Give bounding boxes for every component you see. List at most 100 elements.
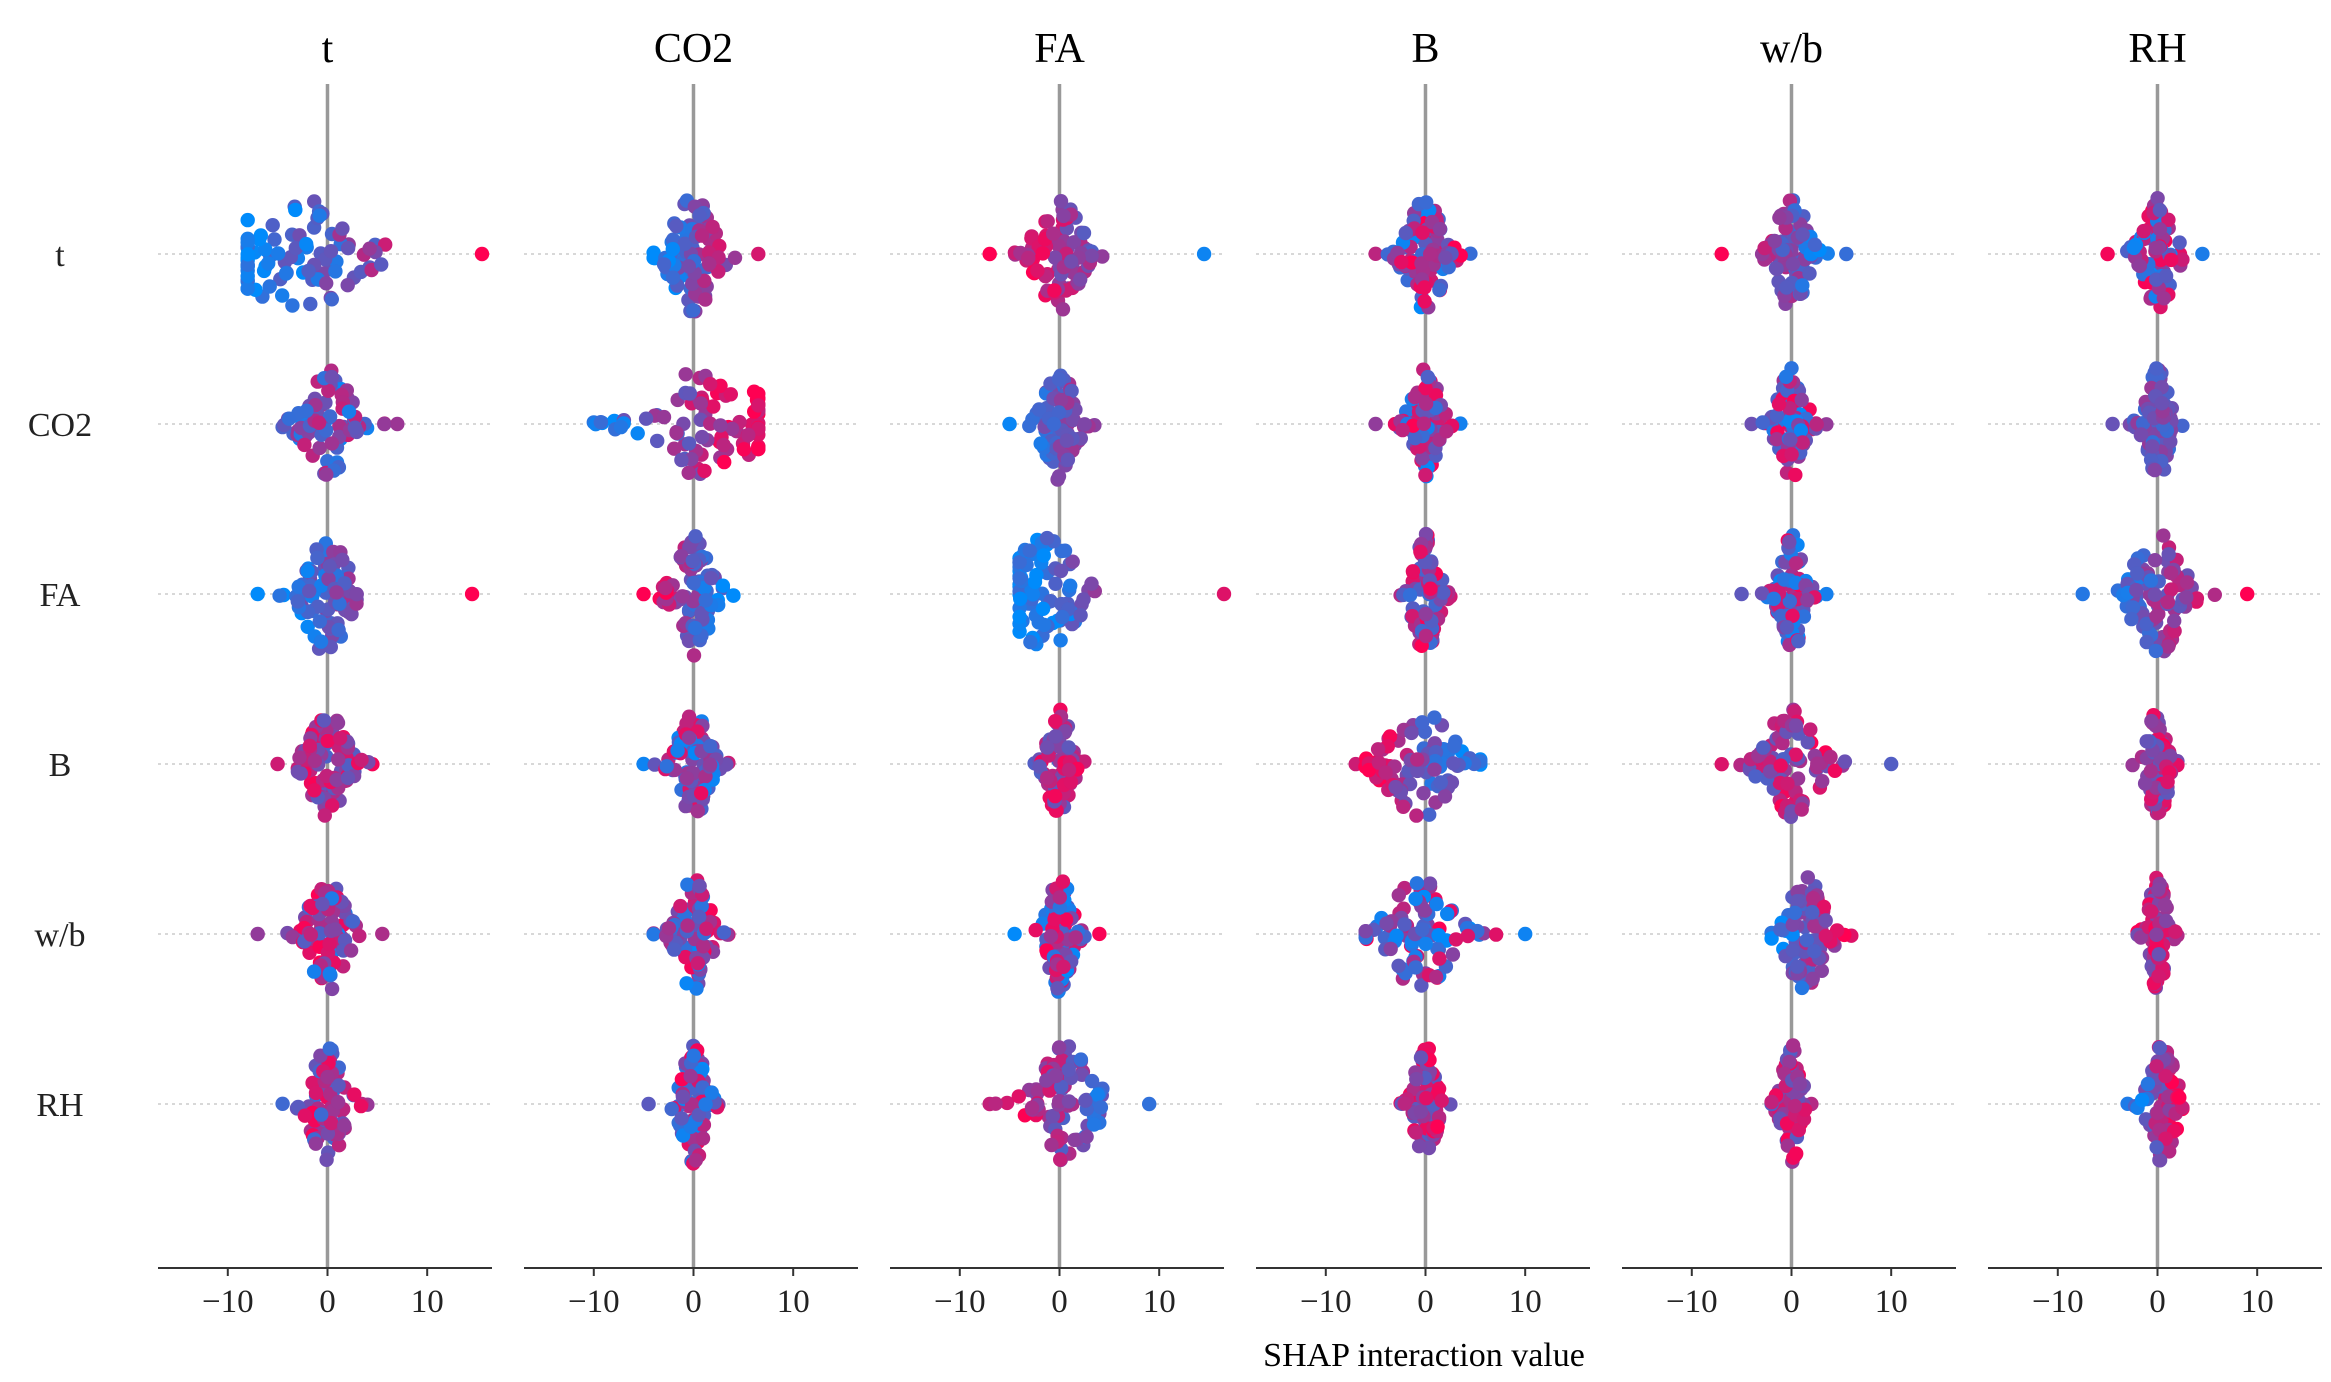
shap-point — [1196, 246, 1212, 262]
shap-point — [1809, 417, 1824, 432]
shap-point — [1037, 617, 1052, 633]
shap-point — [716, 925, 732, 940]
shap-point — [2161, 639, 2176, 654]
shap-point — [1061, 1062, 1076, 1078]
shap-point — [1051, 371, 1067, 387]
shap-point — [2147, 462, 2162, 478]
shap-point — [1414, 978, 1429, 993]
shap-point — [347, 1087, 362, 1102]
shap-point — [2148, 240, 2163, 256]
shap-point — [705, 219, 720, 235]
shap-point — [345, 914, 361, 929]
x-tick-label: 0 — [1051, 1284, 1068, 1320]
shap-point — [2139, 616, 2154, 632]
shap-point — [613, 419, 629, 435]
shap-point — [695, 1131, 711, 1146]
shap-point — [2125, 757, 2140, 773]
shap-point — [2158, 1131, 2173, 1146]
shap-point — [638, 411, 654, 426]
shap-point — [1766, 591, 1782, 606]
shap-point — [1799, 933, 1815, 948]
shap-point — [1040, 740, 1055, 755]
shap-point — [726, 588, 741, 603]
cell-5-3 — [1393, 1041, 1458, 1156]
shap-point — [1800, 592, 1815, 608]
shap-point — [1032, 759, 1047, 774]
shap-point — [331, 752, 346, 767]
shap-point — [1053, 194, 1069, 209]
shap-point — [323, 244, 339, 259]
shap-point — [691, 1107, 706, 1123]
shap-point — [474, 246, 490, 262]
shap-point — [354, 752, 369, 768]
shap-point — [377, 416, 392, 432]
shap-point — [1794, 980, 1810, 996]
shap-point — [2167, 623, 2182, 639]
shap-point — [1391, 958, 1406, 973]
shap-point — [1023, 634, 1038, 650]
shap-point — [1791, 633, 1806, 649]
shap-point — [2133, 930, 2148, 945]
shap-point — [679, 771, 695, 786]
shap-point — [464, 586, 480, 602]
shap-point — [1800, 735, 1816, 750]
shap-point — [1418, 381, 1433, 396]
shap-point — [680, 918, 695, 933]
shap-point — [630, 426, 645, 441]
shap-point — [297, 437, 312, 453]
shap-point — [1714, 757, 1729, 772]
cell-2-5 — [2075, 528, 2255, 659]
shap-point — [1427, 762, 1442, 777]
shap-point — [1420, 369, 1436, 385]
shap-point — [1056, 208, 1071, 224]
shap-point — [1025, 587, 1041, 602]
shap-point — [1031, 402, 1047, 417]
shap-point — [319, 467, 334, 482]
shap-point — [1021, 250, 1036, 266]
shap-point — [1368, 246, 1383, 261]
shap-point — [1053, 1152, 1068, 1167]
shap-point — [681, 730, 697, 745]
shap-point — [2151, 968, 2166, 984]
shap-point — [1432, 282, 1447, 298]
shap-point — [1036, 548, 1052, 563]
shap-point — [1397, 917, 1412, 932]
cell-0-4 — [1714, 193, 1854, 311]
shap-point — [999, 1095, 1015, 1111]
shap-point — [2158, 1069, 2173, 1084]
shap-point — [1782, 534, 1797, 550]
shap-point — [2130, 566, 2145, 581]
shap-point — [1086, 1117, 1102, 1132]
shap-point — [659, 759, 674, 774]
shap-point — [2179, 590, 2194, 605]
shap-point — [375, 926, 390, 942]
shap-point — [1092, 926, 1107, 942]
column-title-5: RH — [2128, 26, 2186, 72]
shap-point — [702, 256, 717, 271]
shap-point — [288, 202, 303, 218]
shap-point — [1407, 431, 1423, 446]
shap-point — [1048, 1068, 1064, 1084]
shap-point — [1788, 467, 1803, 483]
shap-point — [258, 242, 273, 257]
shap-point — [324, 369, 339, 385]
shap-point — [2145, 439, 2160, 454]
cell-1-2 — [1002, 368, 1102, 487]
shap-point — [1050, 981, 1065, 996]
shap-point — [1035, 246, 1051, 261]
shap-point — [1796, 609, 1812, 624]
shap-point — [1432, 221, 1448, 237]
shap-point — [715, 578, 731, 593]
cell-5-1 — [641, 1038, 726, 1171]
shap-point — [712, 238, 727, 254]
shap-point — [703, 757, 718, 772]
shap-point — [328, 264, 343, 279]
shap-point — [1437, 789, 1453, 804]
shap-point — [2147, 553, 2163, 568]
shap-point — [667, 441, 682, 456]
shap-point — [1757, 240, 1772, 256]
shap-point — [1095, 249, 1110, 264]
shap-point — [1040, 214, 1055, 229]
shap-point — [240, 212, 255, 228]
shap-point — [1773, 608, 1789, 624]
